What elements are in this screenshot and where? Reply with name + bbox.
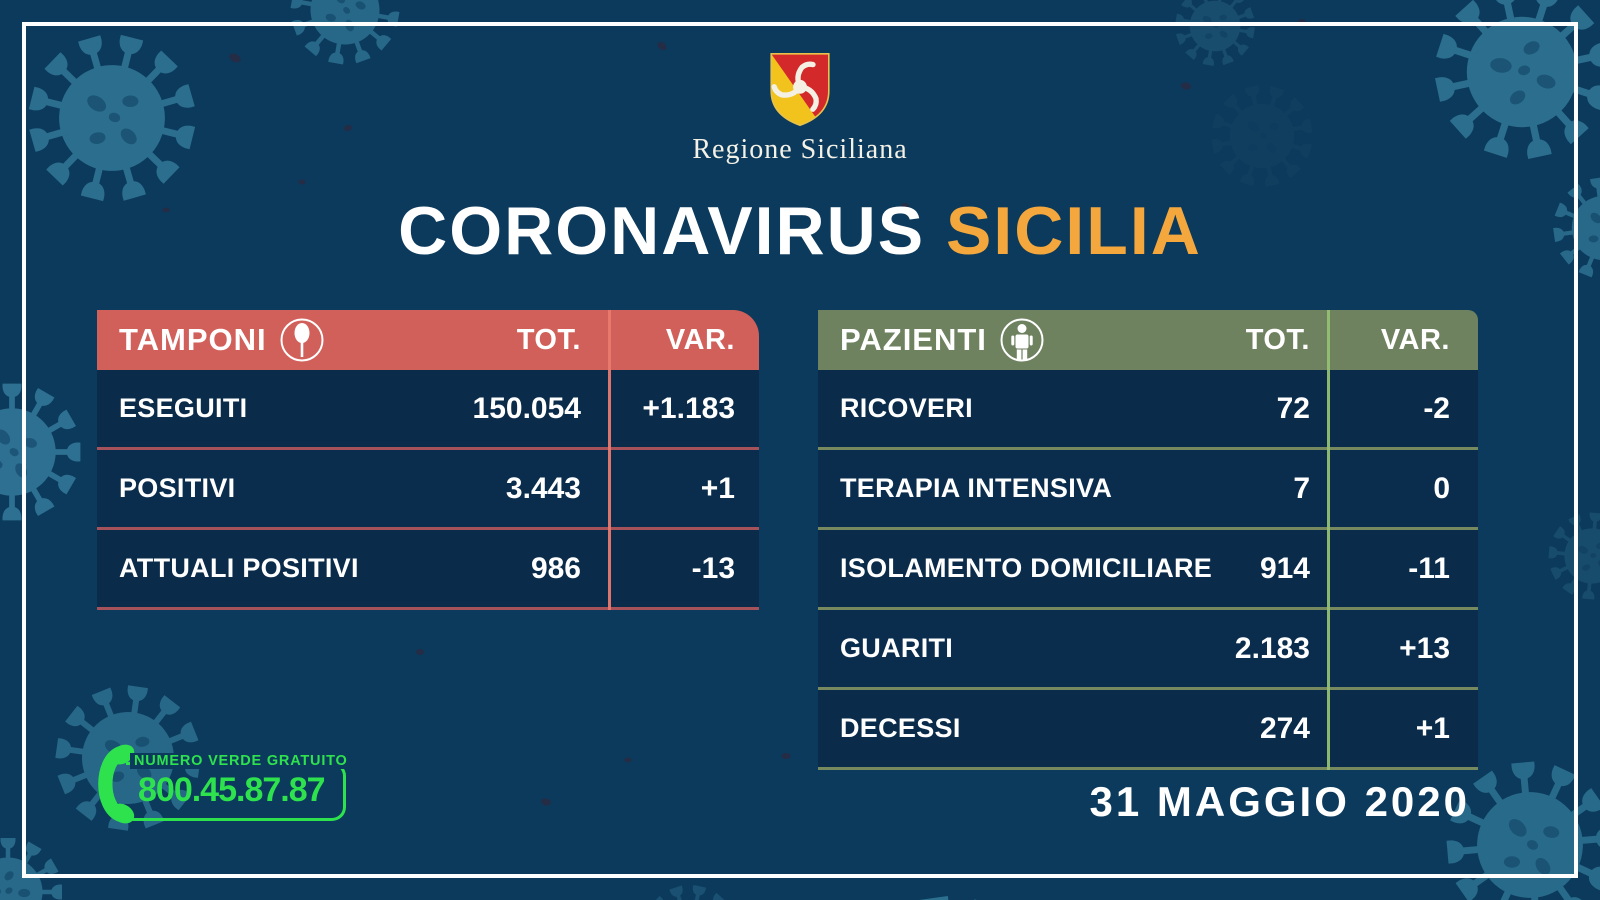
table-row: RICOVERI 72 -2 bbox=[818, 370, 1478, 450]
row-total: 72 bbox=[1276, 391, 1310, 425]
row-variation: -11 bbox=[1408, 551, 1450, 585]
tamponi-table: TAMPONI TOT. VAR. ESEGUITI 150.054 bbox=[97, 310, 759, 610]
row-label: ESEGUITI bbox=[119, 393, 248, 423]
row-label: ATTUALI POSITIVI bbox=[119, 553, 359, 583]
table-row: DECESSI 274 +1 bbox=[818, 690, 1478, 770]
table-row: ESEGUITI 150.054 +1.183 bbox=[97, 370, 759, 450]
hotline-label: NUMERO VERDE GRATUITO bbox=[130, 753, 358, 769]
column-divider bbox=[1327, 310, 1330, 770]
tamponi-header: TAMPONI TOT. VAR. bbox=[97, 310, 759, 370]
row-total: 986 bbox=[530, 551, 581, 585]
table-row: ATTUALI POSITIVI 986 -13 bbox=[97, 530, 759, 610]
column-divider bbox=[608, 310, 611, 610]
region-name: Regione Siciliana bbox=[692, 134, 908, 165]
row-label: RICOVERI bbox=[840, 393, 973, 423]
row-label: DECESSI bbox=[840, 713, 961, 743]
pazienti-table: PAZIENTI TOT. VAR. bbox=[818, 310, 1478, 770]
pazienti-title: PAZIENTI bbox=[840, 322, 987, 357]
row-variation: +1 bbox=[700, 471, 735, 505]
hotline-number-box: NUMERO VERDE GRATUITO 800.45.87.87 bbox=[126, 753, 358, 821]
row-label: TERAPIA INTENSIVA bbox=[840, 473, 1113, 503]
sicily-trinacria-shield-icon bbox=[770, 53, 830, 127]
tamponi-title: TAMPONI bbox=[119, 322, 267, 357]
row-variation: -13 bbox=[691, 551, 735, 585]
row-label: POSITIVI bbox=[119, 473, 236, 503]
row-variation: +1.183 bbox=[642, 391, 735, 425]
report-date: 31 MAGGIO 2020 bbox=[1089, 778, 1470, 825]
pazienti-col-tot: TOT. bbox=[1245, 323, 1310, 356]
row-total: 3.443 bbox=[505, 471, 581, 505]
page-title: CORONAVIRUS SICILIA bbox=[0, 192, 1600, 270]
pazienti-col-var: VAR. bbox=[1380, 323, 1450, 356]
title-sicilia: SICILIA bbox=[946, 193, 1202, 269]
hotline: NUMERO VERDE GRATUITO 800.45.87.87 bbox=[88, 740, 358, 824]
row-variation: -2 bbox=[1423, 391, 1450, 425]
row-variation: +13 bbox=[1399, 631, 1450, 665]
row-label: ISOLAMENTO DOMICILIARE bbox=[840, 553, 1213, 583]
tamponi-col-var: VAR. bbox=[665, 323, 735, 356]
tamponi-col-tot: TOT. bbox=[516, 323, 581, 356]
table-row: TERAPIA INTENSIVA 7 0 bbox=[818, 450, 1478, 530]
row-label: GUARITI bbox=[840, 633, 954, 663]
person-icon bbox=[1000, 318, 1044, 362]
table-row: ISOLAMENTO DOMICILIARE 914 -11 bbox=[818, 530, 1478, 610]
row-total: 7 bbox=[1293, 471, 1310, 505]
title-coronavirus: CORONAVIRUS bbox=[398, 193, 926, 269]
region-logo: Regione Siciliana bbox=[0, 50, 1600, 166]
row-total: 150.054 bbox=[472, 391, 581, 425]
pazienti-header: PAZIENTI TOT. VAR. bbox=[818, 310, 1478, 370]
hotline-number: 800.45.87.87 bbox=[138, 771, 326, 809]
swab-icon bbox=[280, 318, 324, 362]
row-total: 274 bbox=[1259, 711, 1310, 745]
table-row: GUARITI 2.183 +13 bbox=[818, 610, 1478, 690]
row-total: 2.183 bbox=[1234, 631, 1310, 665]
row-total: 914 bbox=[1259, 551, 1310, 585]
table-row: POSITIVI 3.443 +1 bbox=[97, 450, 759, 530]
row-variation: 0 bbox=[1433, 471, 1450, 505]
row-variation: +1 bbox=[1415, 711, 1450, 745]
